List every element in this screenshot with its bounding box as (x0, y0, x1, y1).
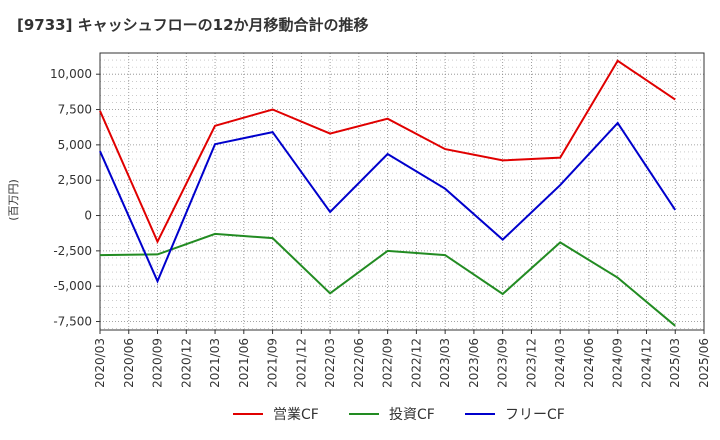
grid-lines (99, 52, 705, 330)
legend-label-投資CF: 投資CF (389, 407, 435, 423)
chart-title: [9733] キャッシュフローの12か月移動合計の推移 (17, 16, 369, 34)
x-tick-label: 2022/12 (409, 338, 423, 388)
x-tick-label: 2023/03 (438, 338, 452, 388)
x-tick-label: 2021/06 (237, 338, 251, 388)
legend-label-営業CF: 営業CF (273, 407, 319, 423)
y-tick-label: 5,000 (58, 138, 92, 152)
x-tick-label: 2023/06 (467, 338, 481, 388)
x-tick-label: 2020/12 (179, 338, 193, 388)
x-tick-label: 2021/09 (266, 338, 280, 388)
x-tick-label: 2024/06 (582, 338, 596, 388)
x-tick-label: 2021/03 (208, 338, 222, 388)
series-line-投資CF (99, 232, 676, 327)
x-tick-label: 2024/12 (639, 338, 653, 388)
y-tick-label: 2,500 (58, 173, 92, 187)
x-tick-label: 2023/12 (524, 338, 538, 388)
x-axis-ticks: 2020/03 2020/06 2020/09 2020/12 2021/03 2021/… (93, 330, 711, 388)
legend: 営業CF 投資CF フリーCF (233, 407, 565, 423)
y-tick-label: 10,000 (50, 67, 92, 81)
x-tick-label: 2022/03 (323, 338, 337, 388)
y-axis-ticks: 10,000 7,500 5,000 2,500 0 -2,500 -5,000 -7,500 (50, 67, 100, 329)
x-tick-label: 2023/09 (496, 338, 510, 388)
plot-area-frame (99, 52, 705, 331)
x-tick-label: 2020/09 (151, 338, 165, 388)
series-line-フリーCF (99, 121, 677, 284)
x-tick-label: 2021/12 (294, 338, 308, 388)
legend-label-フリーCF: フリーCF (505, 407, 565, 423)
x-tick-label: 2025/06 (697, 338, 711, 388)
x-tick-label: 2025/03 (668, 338, 682, 388)
y-tick-label: -5,000 (53, 279, 92, 293)
y-axis-label: (百万円) (7, 179, 20, 221)
y-tick-label: 0 (84, 209, 92, 223)
y-tick-label: -7,500 (53, 315, 92, 329)
x-tick-label: 2024/03 (553, 338, 567, 388)
x-tick-label: 2020/06 (122, 338, 136, 388)
series-lines (99, 59, 677, 327)
x-tick-label: 2022/06 (352, 338, 366, 388)
x-tick-label: 2020/03 (93, 338, 107, 388)
series-line-営業CF (99, 59, 676, 245)
y-tick-label: -2,500 (53, 244, 92, 258)
x-tick-label: 2022/09 (381, 338, 395, 388)
y-tick-label: 7,500 (58, 103, 92, 117)
x-tick-label: 2024/09 (611, 338, 625, 388)
